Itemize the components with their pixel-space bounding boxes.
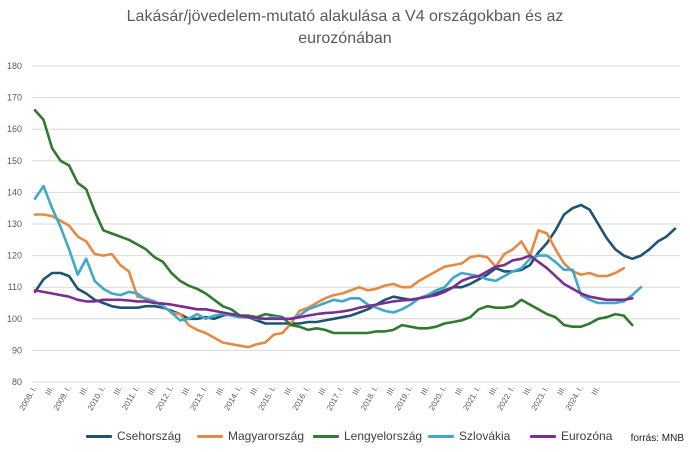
series-line-3 <box>33 184 643 322</box>
legend-item: Csehország <box>86 429 181 443</box>
chart-title-line-2: eurozónában <box>298 30 392 47</box>
y-tick-label: 170 <box>7 93 22 103</box>
x-tick-label: III. <box>556 385 568 397</box>
y-tick-label: 150 <box>7 156 22 166</box>
legend-label: Eurozóna <box>561 429 613 443</box>
y-tick-label: 100 <box>7 314 22 324</box>
legend: Csehország Magyarország Lengyelország Szlov… <box>0 429 690 447</box>
x-tick-label: III. <box>590 385 602 397</box>
legend-swatch <box>86 434 112 438</box>
series-lines <box>33 108 677 349</box>
legend-swatch <box>530 434 556 438</box>
series-line-0 <box>33 203 677 325</box>
chart-title-line-1: Lakásár/jövedelem-mutató alakulása a V4 … <box>126 8 564 25</box>
legend-label: Magyarország <box>228 429 305 443</box>
x-tick-label: III. <box>78 385 90 397</box>
series-line-4 <box>33 254 634 321</box>
x-tick-label: III. <box>317 385 329 397</box>
x-tick-label: III. <box>112 385 124 397</box>
x-tick-label: III. <box>146 385 158 397</box>
legend-swatch <box>313 434 339 438</box>
y-tick-label: 130 <box>7 219 22 229</box>
legend-item: Lengyelország <box>313 429 422 443</box>
x-tick-label: III. <box>385 385 397 397</box>
x-tick-label: III. <box>487 385 499 397</box>
source-note: forrás: MNB <box>630 433 684 444</box>
x-tick-label: III. <box>214 385 226 397</box>
x-tick-label: III. <box>180 385 192 397</box>
legend-label: Szlovákia <box>459 429 511 443</box>
gridlines <box>32 65 680 383</box>
legend-swatch <box>428 434 454 438</box>
y-tick-label: 110 <box>8 282 22 292</box>
x-tick-label: III. <box>282 385 294 397</box>
x-tick-label: III. <box>419 385 431 397</box>
x-tick-label: 2008. I. <box>18 385 39 413</box>
y-tick-label: 80 <box>12 377 22 387</box>
x-tick-label: III. <box>44 385 56 397</box>
x-tick-label: 2011. I. <box>120 385 141 412</box>
y-axis-ticks: 80 90 100 110 120 130 140 150 160 170 180 <box>7 61 22 387</box>
x-tick-label: III. <box>521 385 533 397</box>
legend-item: Szlovákia <box>428 429 510 443</box>
legend-label: Lengyelország <box>344 429 423 443</box>
legend-item: Eurozóna <box>530 429 612 443</box>
y-tick-label: 160 <box>7 124 22 134</box>
chart-title: Lakásár/jövedelem-mutató alakulása a V4 … <box>0 6 690 50</box>
x-axis-ticks: 2008. I. III.2009. I. III.2010. I. III.2011… <box>18 385 602 413</box>
legend-item: Magyarország <box>197 429 304 443</box>
series-line-2 <box>33 108 634 335</box>
x-tick-label: III. <box>453 385 465 397</box>
legend-swatch <box>197 434 223 438</box>
y-tick-label: 140 <box>7 187 22 197</box>
x-tick-label: III. <box>248 385 260 397</box>
y-tick-label: 90 <box>12 345 22 355</box>
y-tick-label: 180 <box>7 61 22 71</box>
series-line-1 <box>33 213 626 349</box>
legend-label: Csehország <box>117 429 182 443</box>
x-tick-label: III. <box>351 385 363 397</box>
y-tick-label: 120 <box>7 251 22 261</box>
